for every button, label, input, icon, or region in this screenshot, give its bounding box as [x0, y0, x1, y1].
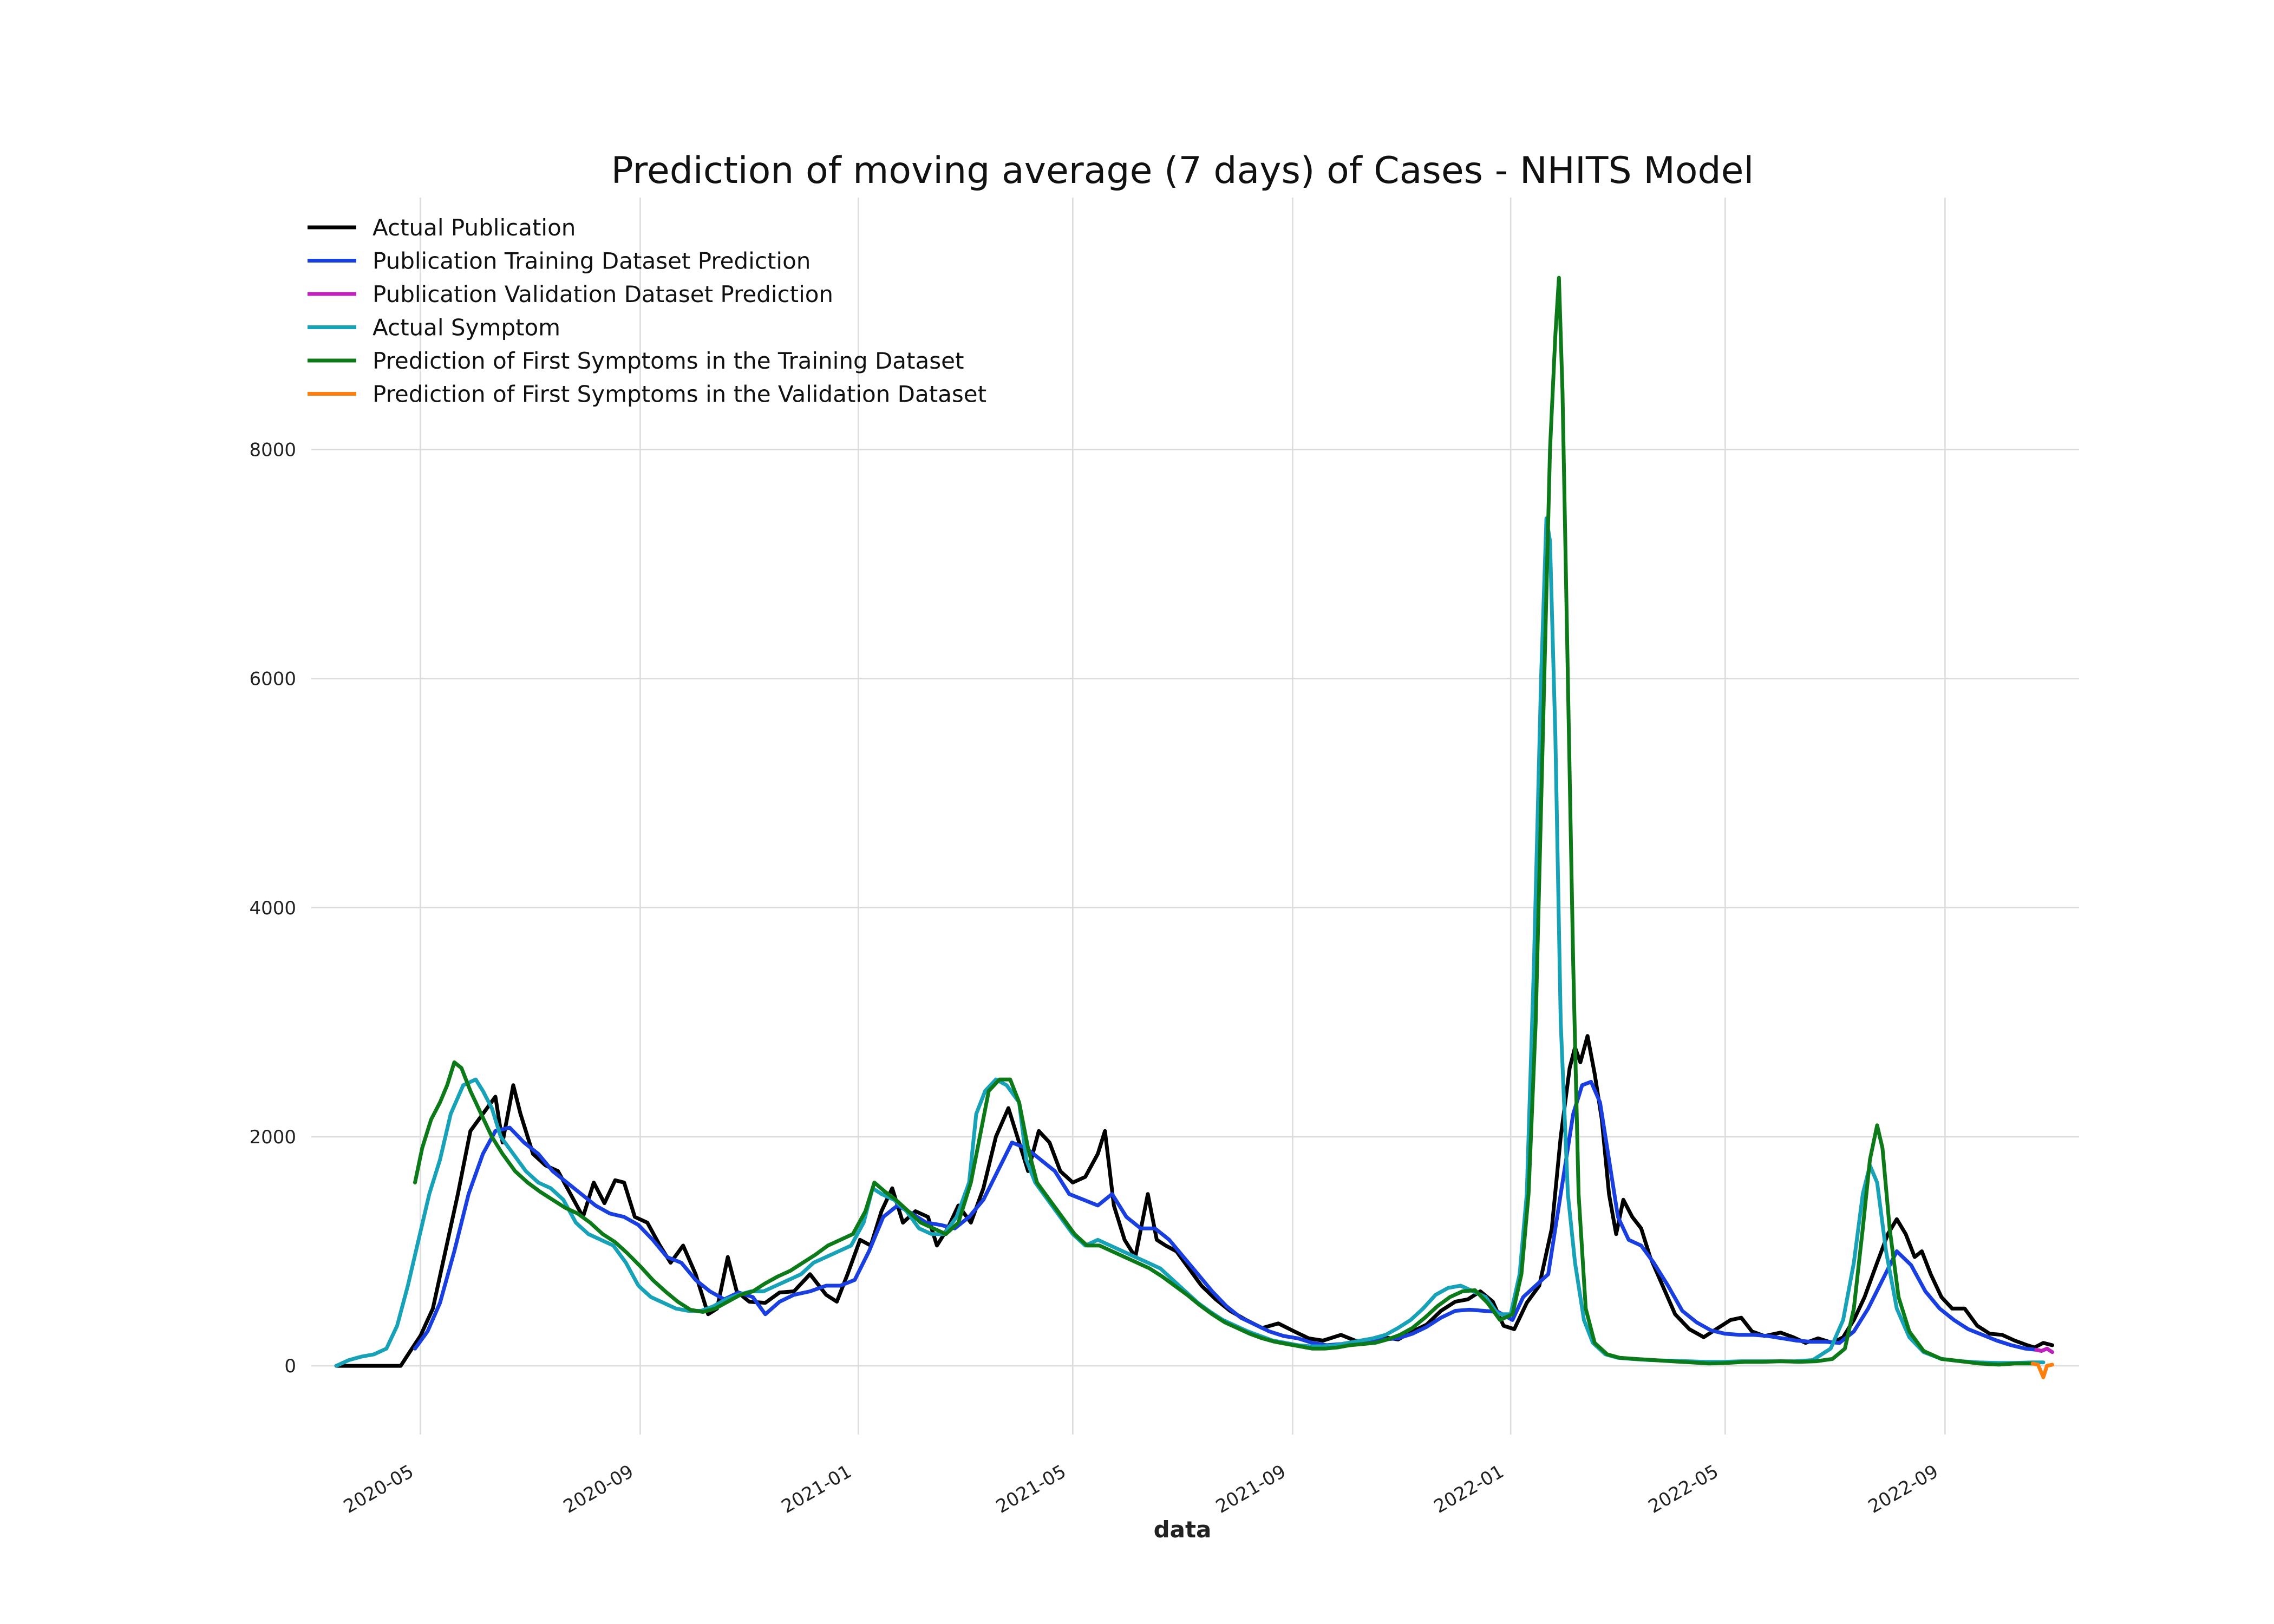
series-line-actual-symptom	[334, 516, 2046, 1368]
legend-label: Publication Validation Dataset Predictio…	[373, 281, 833, 307]
y-tick-label: 4000	[249, 898, 296, 919]
series-line-publication-training-dataset-prediction	[413, 1079, 2038, 1352]
y-tick-label: 8000	[249, 439, 296, 461]
y-tick-label: 2000	[249, 1127, 296, 1148]
y-axis-ticks: 0 2000 4000 6000 8000	[249, 439, 296, 1377]
x-tick-label: 2021-09	[1212, 1461, 1290, 1518]
legend-label: Actual Symptom	[373, 315, 560, 341]
x-tick-label: 2020-05	[340, 1461, 417, 1518]
x-tick-label: 2020-09	[560, 1461, 637, 1518]
legend-label: Prediction of First Symptoms in the Vali…	[373, 381, 986, 408]
x-axis-label: data	[1154, 1516, 1212, 1543]
x-tick-label: 2021-05	[992, 1461, 1070, 1518]
legend-label: Actual Publication	[373, 214, 576, 241]
series-line-publication-validation-dataset-prediction	[2034, 1346, 2054, 1354]
x-tick-label: 2022-09	[1865, 1461, 1942, 1518]
chart-title: Prediction of moving average (7 days) of…	[611, 149, 1754, 192]
x-tick-label: 2021-01	[778, 1461, 855, 1518]
x-tick-label: 2022-01	[1430, 1461, 1508, 1518]
series-lines	[334, 276, 2054, 1379]
legend-label: Prediction of First Symptoms in the Trai…	[373, 348, 964, 374]
y-tick-label: 0	[284, 1355, 296, 1377]
legend-label: Publication Training Dataset Prediction	[373, 248, 811, 274]
y-tick-label: 6000	[249, 669, 296, 690]
series-line-prediction-of-first-symptoms-in-the-validation-dataset	[2030, 1361, 2054, 1379]
series-line-prediction-of-first-symptoms-in-the-training-dataset	[413, 276, 2035, 1367]
x-axis-ticks: 2020-05 2020-09 2021-01 2021-05 2021-09 2022-…	[340, 1461, 1942, 1518]
grid	[311, 198, 2079, 1435]
x-tick-label: 2022-05	[1645, 1461, 1722, 1518]
legend: Actual Publication Publication Training D…	[308, 214, 986, 408]
series-line-actual-publication	[334, 1034, 2054, 1368]
